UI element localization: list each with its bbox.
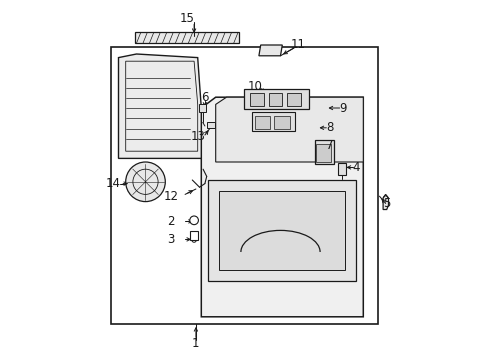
Text: 4: 4 bbox=[352, 161, 359, 174]
Polygon shape bbox=[258, 45, 282, 56]
Polygon shape bbox=[382, 194, 387, 210]
Bar bbox=[316, 144, 330, 162]
Text: 7: 7 bbox=[326, 139, 333, 152]
Bar bbox=[206, 122, 214, 128]
Text: 12: 12 bbox=[163, 190, 178, 203]
Polygon shape bbox=[201, 97, 363, 317]
Text: 9: 9 bbox=[339, 102, 346, 114]
Polygon shape bbox=[208, 180, 355, 281]
Bar bbox=[337, 163, 346, 175]
Bar bbox=[314, 140, 334, 164]
Text: 2: 2 bbox=[166, 215, 174, 228]
Text: 13: 13 bbox=[190, 130, 205, 143]
Bar bbox=[274, 116, 289, 129]
Polygon shape bbox=[118, 54, 201, 158]
Bar bbox=[244, 89, 309, 109]
Circle shape bbox=[125, 162, 165, 202]
Bar bbox=[134, 32, 239, 43]
Bar bbox=[251, 112, 294, 131]
Bar bbox=[287, 93, 301, 106]
Text: 6: 6 bbox=[201, 91, 208, 104]
Text: 11: 11 bbox=[290, 39, 305, 51]
Text: 1: 1 bbox=[192, 337, 199, 350]
Bar bbox=[111, 47, 377, 324]
Circle shape bbox=[189, 216, 198, 225]
Bar bbox=[254, 116, 269, 129]
Text: 3: 3 bbox=[167, 233, 174, 246]
Text: 15: 15 bbox=[179, 12, 194, 24]
Polygon shape bbox=[219, 191, 345, 270]
Text: 5: 5 bbox=[382, 197, 389, 210]
Text: 8: 8 bbox=[326, 121, 333, 134]
Bar bbox=[268, 93, 282, 106]
Bar bbox=[199, 104, 205, 112]
Text: 14: 14 bbox=[105, 177, 121, 190]
Polygon shape bbox=[215, 97, 363, 162]
Bar bbox=[190, 231, 197, 240]
Bar bbox=[249, 93, 263, 106]
Text: 10: 10 bbox=[247, 80, 262, 93]
